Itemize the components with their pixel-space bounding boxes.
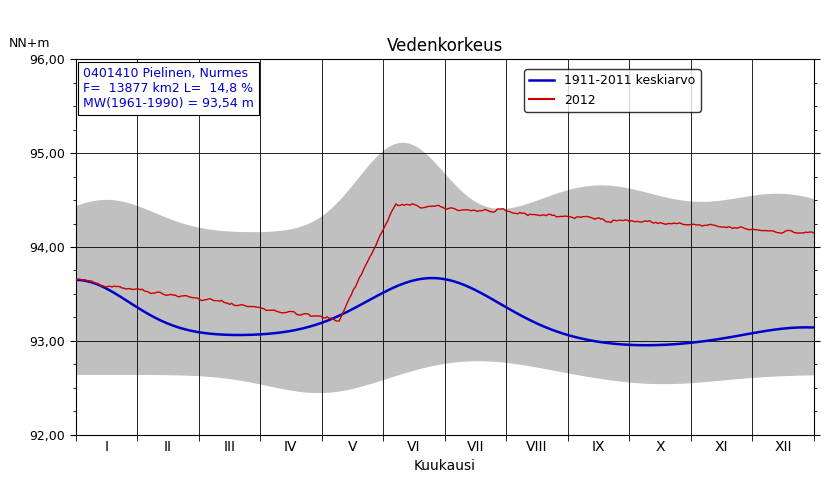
Text: 0401410 Pielinen, Nurmes
F=  13877 km2 L=  14,8 %
MW(1961-1990) = 93,54 m: 0401410 Pielinen, Nurmes F= 13877 km2 L=… bbox=[83, 67, 253, 110]
Text: NN+m: NN+m bbox=[9, 37, 50, 50]
X-axis label: Kuukausi: Kuukausi bbox=[414, 459, 476, 473]
Legend: 1911-2011 keskiarvo, 2012: 1911-2011 keskiarvo, 2012 bbox=[524, 69, 701, 112]
Title: Vedenkorkeus: Vedenkorkeus bbox=[387, 37, 503, 55]
